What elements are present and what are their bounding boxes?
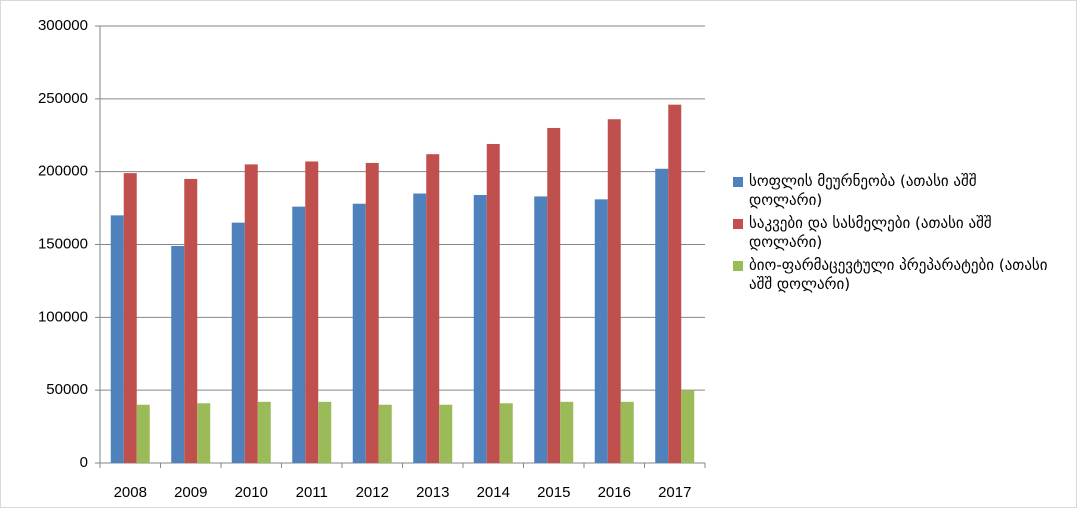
x-tick-label: 2009 — [174, 484, 207, 501]
legend-swatch — [733, 261, 743, 271]
y-tick-label: 100000 — [38, 308, 88, 325]
bar — [655, 168, 669, 463]
bar — [681, 390, 695, 463]
bar — [668, 104, 682, 463]
y-tick-label: 200000 — [38, 163, 88, 180]
bar — [292, 206, 306, 464]
legend-item: ბიო-ფარმაცევტული პრეპარატები (ათასი აშშ … — [733, 256, 1053, 294]
y-tick-label: 300000 — [38, 17, 88, 34]
bar — [560, 401, 574, 463]
bar — [136, 404, 150, 463]
bar — [607, 119, 621, 463]
y-tick-label: 250000 — [38, 90, 88, 107]
x-tick-label: 2013 — [416, 484, 449, 501]
bar — [197, 403, 211, 463]
bar — [413, 193, 427, 463]
x-tick-label: 2014 — [477, 484, 510, 501]
legend: სოფლის მეურნეობა (ათასი აშშ დოლარი) საკვე… — [733, 172, 1053, 298]
bar — [547, 127, 561, 463]
bar — [352, 203, 366, 464]
legend-swatch — [733, 219, 743, 229]
bar — [305, 161, 319, 463]
bar — [365, 162, 379, 463]
bar — [184, 178, 198, 463]
bar — [231, 222, 245, 463]
bar — [257, 401, 271, 463]
bar — [620, 401, 634, 463]
x-tick-label: 2008 — [114, 484, 147, 501]
bar — [534, 196, 548, 463]
bar — [499, 403, 513, 463]
bar — [123, 173, 137, 463]
bar — [439, 404, 453, 463]
y-tick-label: 0 — [80, 454, 88, 471]
y-tick-label: 150000 — [38, 235, 88, 252]
legend-label: ბიო-ფარმაცევტული პრეპარატები (ათასი აშშ … — [749, 256, 1048, 293]
bar — [426, 154, 440, 464]
x-tick-label: 2015 — [537, 484, 570, 501]
x-tick-label: 2016 — [598, 484, 631, 501]
x-tick-label: 2010 — [235, 484, 268, 501]
x-tick-label: 2012 — [356, 484, 389, 501]
bar — [318, 401, 332, 463]
bar — [473, 194, 487, 463]
legend-swatch — [733, 177, 743, 187]
bar — [486, 143, 500, 464]
y-tick-label: 50000 — [46, 381, 88, 398]
bar — [378, 404, 392, 463]
x-tick-label: 2017 — [658, 484, 691, 501]
bar — [594, 199, 608, 464]
bar — [171, 245, 185, 463]
legend-label: სოფლის მეურნეობა (ათასი აშშ დოლარი) — [749, 172, 977, 209]
x-tick-label: 2011 — [296, 484, 328, 501]
bar — [110, 215, 124, 463]
legend-item: საკვები და სასმელები (ათასი აშშ დოლარი) — [733, 214, 1053, 252]
legend-item: სოფლის მეურნეობა (ათასი აშშ დოლარი) — [733, 172, 1053, 210]
bar — [244, 164, 258, 463]
legend-label: საკვები და სასმელები (ათასი აშშ დოლარი) — [749, 214, 992, 251]
